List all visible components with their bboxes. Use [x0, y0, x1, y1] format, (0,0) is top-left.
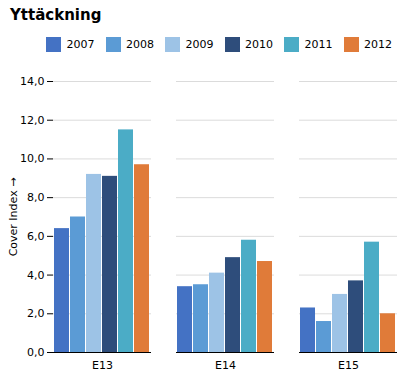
svg-text:6,0: 6,0 [27, 229, 45, 242]
html-text:2012: 2012 [364, 38, 392, 51]
svg-text:10,0: 10,0 [20, 152, 45, 165]
html-text:Yttäckning: Yttäckning [10, 6, 102, 24]
svg-text:E15: E15 [338, 359, 359, 372]
html-text:2011: 2011 [304, 38, 333, 51]
html-text:2007: 2007 [66, 38, 95, 51]
svg-text:E14: E14 [215, 359, 236, 372]
svg-text:0,0: 0,0 [27, 346, 45, 359]
svg-text:Cover Index →: Cover Index → [7, 177, 20, 256]
html-text:2009: 2009 [185, 38, 214, 51]
svg-text:E13: E13 [92, 359, 113, 372]
html-text:2010: 2010 [245, 38, 273, 51]
svg-text:14,0: 14,0 [20, 75, 45, 88]
html-text:2008: 2008 [126, 38, 154, 51]
svg-text:12,0: 12,0 [20, 113, 45, 126]
svg-text:4,0: 4,0 [27, 268, 45, 281]
svg-text:2,0: 2,0 [27, 307, 45, 320]
svg-text:8,0: 8,0 [27, 191, 45, 204]
